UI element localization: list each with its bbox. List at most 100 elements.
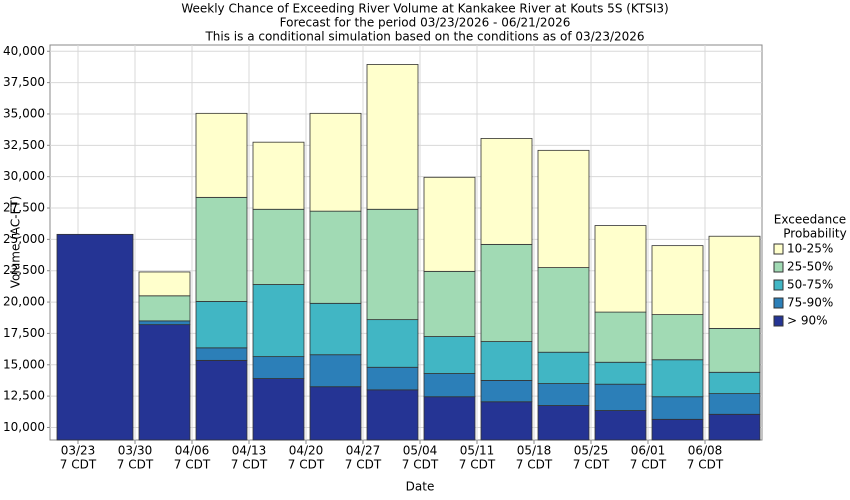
bar-segment bbox=[651, 314, 704, 361]
x-tick-label: 03/23 bbox=[61, 444, 96, 458]
x-tick-label: 04/06 bbox=[175, 444, 210, 458]
y-tick-label: 40,000 bbox=[3, 44, 45, 58]
bar-segment bbox=[309, 354, 362, 388]
y-tick-label: 32,500 bbox=[3, 138, 45, 152]
x-tick-sublabel: 7 CDT bbox=[117, 458, 154, 472]
bar-segment bbox=[366, 64, 419, 210]
bar-segment bbox=[480, 243, 533, 342]
bar-segment bbox=[537, 405, 590, 441]
y-tick-label: 17,500 bbox=[3, 326, 45, 340]
bar-segment bbox=[195, 347, 248, 361]
bar-segment bbox=[309, 302, 362, 356]
bar-segment bbox=[480, 341, 533, 381]
x-tick-sublabel: 7 CDT bbox=[174, 458, 211, 472]
bar-segment bbox=[708, 327, 761, 373]
bar-segment bbox=[651, 418, 704, 441]
x-tick-label: 04/27 bbox=[346, 444, 381, 458]
x-tick-sublabel: 7 CDT bbox=[459, 458, 496, 472]
bar-segment bbox=[537, 351, 590, 384]
legend-label: 10-25% bbox=[787, 242, 833, 256]
x-tick-label: 04/13 bbox=[232, 444, 267, 458]
bar-segment bbox=[651, 245, 704, 316]
bar-segment bbox=[309, 112, 362, 212]
bar-segment bbox=[195, 112, 248, 198]
y-tick-label: 35,000 bbox=[3, 106, 45, 120]
x-tick-label: 05/25 bbox=[574, 444, 609, 458]
legend-label: 25-50% bbox=[787, 260, 833, 274]
bar-segment bbox=[708, 371, 761, 395]
bar-segment bbox=[252, 378, 305, 441]
bar-segment bbox=[366, 366, 419, 391]
bar-segment bbox=[138, 295, 191, 322]
x-tick-label: 03/30 bbox=[118, 444, 153, 458]
x-tick-label: 06/08 bbox=[688, 444, 723, 458]
x-tick-sublabel: 7 CDT bbox=[516, 458, 553, 472]
y-tick-label: 10,000 bbox=[3, 420, 45, 434]
x-tick-sublabel: 7 CDT bbox=[687, 458, 724, 472]
y-tick-label: 15,000 bbox=[3, 357, 45, 371]
bar-segment bbox=[366, 208, 419, 321]
bar-segment bbox=[594, 361, 647, 385]
x-tick-sublabel: 7 CDT bbox=[573, 458, 610, 472]
legend-swatch bbox=[773, 261, 784, 273]
y-tick-label: 22,500 bbox=[3, 263, 45, 277]
bar-segment bbox=[708, 235, 761, 329]
x-axis-label: Date bbox=[406, 480, 435, 494]
y-tick-label: 27,500 bbox=[3, 201, 45, 215]
bar-segment bbox=[423, 396, 476, 441]
legend-swatch bbox=[773, 243, 784, 255]
chart-subtitle: Forecast for the period 03/23/2026 - 06/… bbox=[280, 16, 571, 30]
bar-segment bbox=[309, 386, 362, 441]
bar-segment bbox=[138, 324, 191, 441]
bar-segment bbox=[138, 320, 191, 326]
bar-segment bbox=[651, 396, 704, 420]
bar-segment bbox=[594, 311, 647, 363]
bar-segment bbox=[138, 271, 191, 297]
bar-segment bbox=[651, 359, 704, 398]
bar-segment bbox=[480, 380, 533, 403]
bar-segment bbox=[594, 410, 647, 441]
bar-segment bbox=[537, 383, 590, 406]
y-tick-label: 25,000 bbox=[3, 232, 45, 246]
bar-segment bbox=[537, 149, 590, 268]
bar-segment bbox=[480, 401, 533, 441]
y-tick-label: 30,000 bbox=[3, 169, 45, 183]
bar-segment bbox=[480, 138, 533, 245]
bar-segment bbox=[309, 210, 362, 304]
x-tick-label: 05/04 bbox=[403, 444, 438, 458]
x-tick-sublabel: 7 CDT bbox=[402, 458, 439, 472]
x-tick-label: 04/20 bbox=[289, 444, 324, 458]
y-tick-label: 12,500 bbox=[3, 389, 45, 403]
legend-label: 75-90% bbox=[787, 296, 833, 310]
bar-segment bbox=[423, 336, 476, 374]
x-tick-sublabel: 7 CDT bbox=[231, 458, 268, 472]
x-tick-label: 05/18 bbox=[517, 444, 552, 458]
bar-segment bbox=[252, 141, 305, 210]
bar-segment bbox=[708, 413, 761, 441]
bar-segment bbox=[594, 383, 647, 411]
x-tick-sublabel: 7 CDT bbox=[630, 458, 667, 472]
bar-segment bbox=[594, 225, 647, 313]
x-tick-label: 05/11 bbox=[460, 444, 495, 458]
bar-segment bbox=[252, 356, 305, 379]
bar-segment bbox=[195, 301, 248, 349]
bar-segment bbox=[252, 284, 305, 358]
bar-segment bbox=[366, 319, 419, 368]
x-tick-sublabel: 7 CDT bbox=[345, 458, 382, 472]
bar-segment bbox=[195, 359, 248, 441]
bar-segment bbox=[366, 389, 419, 441]
legend-label: 50-75% bbox=[787, 278, 833, 292]
x-tick-sublabel: 7 CDT bbox=[60, 458, 97, 472]
x-tick-sublabel: 7 CDT bbox=[288, 458, 325, 472]
legend-swatch bbox=[773, 297, 784, 309]
bar-segment bbox=[195, 196, 248, 302]
bar-segment bbox=[56, 233, 134, 441]
bar-segment bbox=[537, 267, 590, 353]
chart-subtitle: This is a conditional simulation based o… bbox=[204, 30, 644, 44]
bar-segment bbox=[423, 270, 476, 337]
chart-title: Weekly Chance of Exceeding River Volume … bbox=[181, 2, 668, 16]
bar-segment bbox=[423, 373, 476, 398]
y-tick-label: 37,500 bbox=[3, 75, 45, 89]
y-axis-label: Volume (AC-FT) bbox=[9, 196, 23, 289]
